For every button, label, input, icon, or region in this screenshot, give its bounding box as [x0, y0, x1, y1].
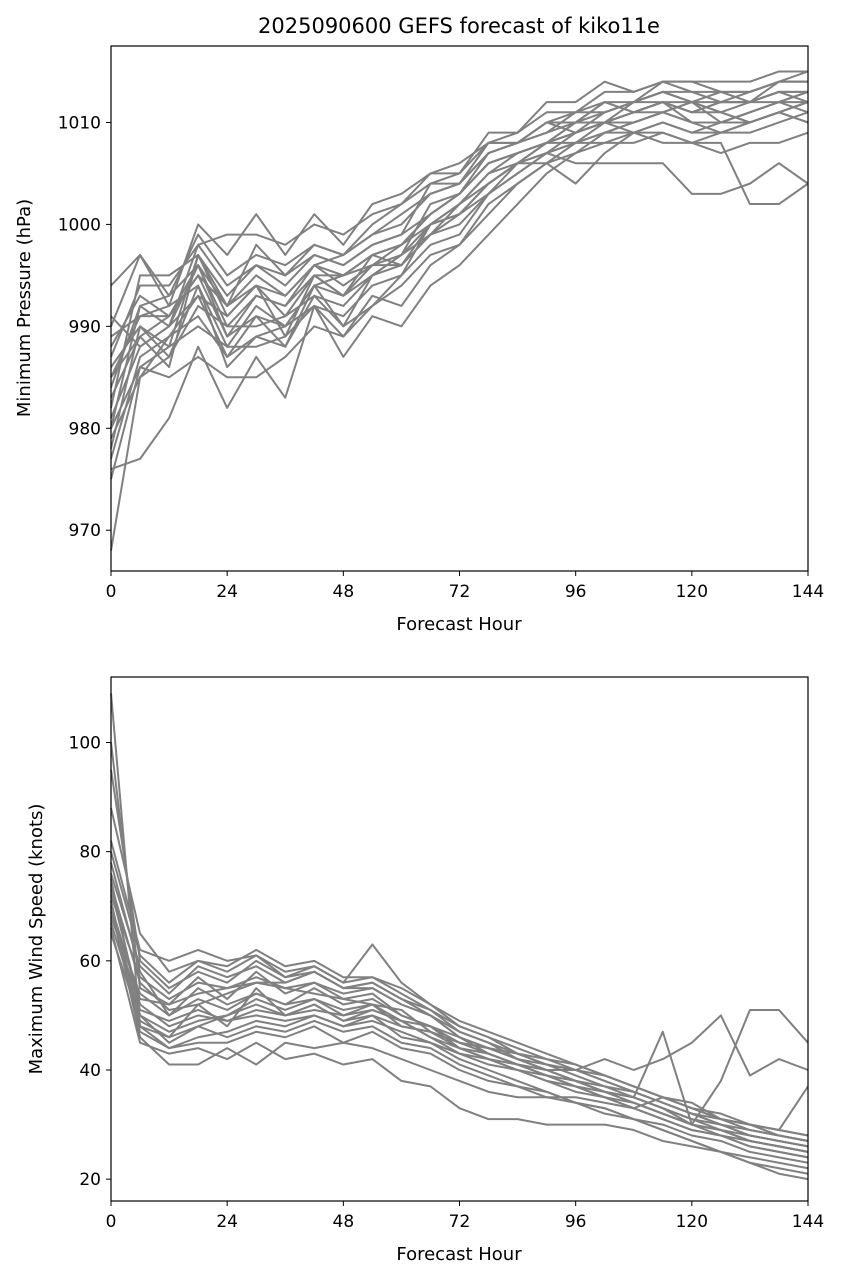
- wind-x-ticks: 0 24 48 72 96 120 144: [106, 1201, 824, 1232]
- pressure-x-tick-label: 0: [106, 582, 117, 602]
- pressure-panel: 0 24 48 72 96 120 144 970 980 990 1000 1010 Foreca…: [14, 45, 824, 635]
- pressure-y-tick-label: 1010: [58, 113, 101, 133]
- wind-x-tick-label: 72: [449, 1212, 471, 1232]
- wind-x-tick-label: 144: [792, 1212, 824, 1232]
- wind-member-line-18: [110, 933, 809, 1164]
- wind-y-ticks: 20 40 60 80 100: [69, 734, 111, 1190]
- wind-member-line-7: [110, 889, 809, 1126]
- wind-member-line-20: [110, 900, 809, 1181]
- pressure-x-axis-label: Forecast Hour: [396, 614, 522, 635]
- pressure-x-tick-label: 144: [792, 582, 824, 602]
- wind-member-line-8: [110, 900, 809, 1077]
- wind-member-line-2: [110, 769, 809, 1153]
- pressure-x-tick-label: 72: [449, 582, 471, 602]
- wind-member-line-9: [110, 906, 809, 1132]
- pressure-member-line-20: [110, 90, 808, 378]
- pressure-x-tick-label: 48: [333, 582, 355, 602]
- wind-member-line-1: [110, 742, 809, 1159]
- pressure-x-tick-label: 24: [216, 582, 238, 602]
- wind-y-axis-label: Maximum Wind Speed (knots): [26, 804, 47, 1075]
- wind-x-tick-label: 48: [333, 1212, 355, 1232]
- pressure-member-line-19: [110, 101, 809, 429]
- wind-y-tick-label: 100: [69, 734, 101, 754]
- wind-y-tick-label: 40: [79, 1061, 101, 1081]
- pressure-member-line-11: [110, 80, 808, 297]
- wind-member-line-14: [110, 927, 809, 1175]
- pressure-y-tick-label: 980: [69, 419, 101, 439]
- pressure-y-tick-label: 1000: [58, 215, 101, 235]
- wind-x-axis-label: Forecast Hour: [396, 1244, 522, 1265]
- wind-plot-area: [110, 693, 809, 1181]
- wind-y-tick-label: 80: [79, 843, 101, 863]
- pressure-x-tick-label: 96: [565, 582, 587, 602]
- pressure-x-tick-label: 120: [676, 582, 708, 602]
- wind-member-line-12: [110, 884, 809, 1142]
- pressure-x-ticks: 0 24 48 72 96 120 144: [106, 571, 824, 602]
- wind-member-line-17: [110, 873, 809, 1153]
- wind-member-line-0: [110, 693, 809, 1170]
- pressure-y-axis-label: Minimum Pressure (hPa): [14, 199, 35, 417]
- wind-panel: 0 24 48 72 96 120 144 20 40 60 80 100 Forecast Hou…: [26, 676, 824, 1265]
- wind-y-tick-label: 60: [79, 952, 101, 972]
- pressure-plot-area: [110, 70, 809, 551]
- wind-axes-frame: [110, 676, 809, 1202]
- wind-x-tick-label: 120: [676, 1212, 708, 1232]
- pressure-y-tick-label: 970: [69, 521, 101, 541]
- wind-member-line-19: [110, 851, 809, 1137]
- pressure-member-line-16: [110, 101, 808, 388]
- wind-x-tick-label: 96: [565, 1212, 587, 1232]
- pressure-member-line-18: [110, 101, 809, 338]
- wind-x-tick-label: 0: [106, 1212, 117, 1232]
- pressure-y-ticks: 970 980 990 1000 1010: [58, 113, 111, 541]
- wind-y-tick-label: 20: [79, 1170, 101, 1190]
- wind-member-line-5: [110, 862, 809, 1148]
- wind-x-tick-label: 24: [216, 1212, 238, 1232]
- wind-member-line-3: [110, 807, 809, 1148]
- pressure-y-tick-label: 990: [69, 317, 101, 337]
- chart-title: 2025090600 GEFS forecast of kiko11e: [258, 14, 660, 38]
- wind-member-line-16: [110, 911, 809, 1159]
